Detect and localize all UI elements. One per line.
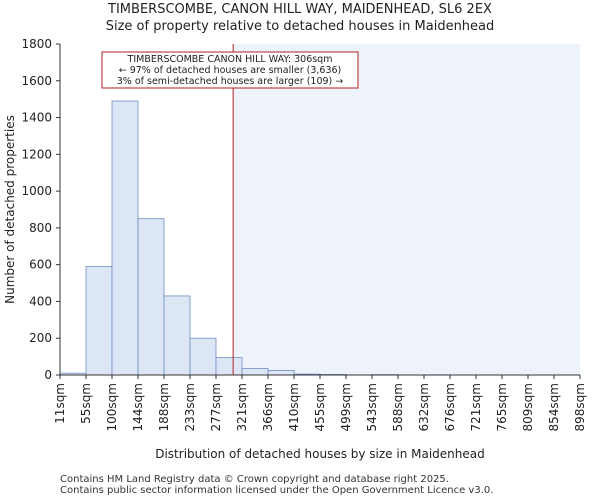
x-tick-label-588sqm: 588sqm (391, 383, 405, 431)
x-tick-label-898sqm: 898sqm (573, 383, 587, 431)
y-tick-label-1400: 1400 (21, 111, 52, 125)
chart-title-line2: Size of property relative to detached ho… (105, 19, 495, 34)
highlight-region (233, 44, 581, 375)
x-tick-label-188sqm: 188sqm (157, 383, 171, 431)
chart-title-line1: TIMBERSCOMBE, CANON HILL WAY, MAIDENHEAD… (108, 2, 492, 17)
bar-188sqm (163, 295, 191, 376)
footer-line2: Contains public sector information licen… (60, 485, 494, 496)
bar-233sqm (189, 337, 217, 376)
y-tick-label-1800: 1800 (21, 37, 52, 51)
bar-55sqm (85, 266, 113, 376)
x-tick-label-809sqm: 809sqm (521, 383, 535, 431)
x-tick-label-410sqm: 410sqm (287, 383, 301, 431)
footer-line1: Contains HM Land Registry data © Crown c… (60, 474, 449, 485)
x-tick-label-455sqm: 455sqm (313, 383, 327, 431)
x-tick-label-854sqm: 854sqm (547, 383, 561, 431)
x-tick-label-321sqm: 321sqm (235, 383, 249, 431)
y-tick-label-1200: 1200 (21, 147, 52, 161)
y-tick-label-400: 400 (29, 294, 52, 308)
x-tick-label-765sqm: 765sqm (495, 383, 509, 431)
bar-366sqm (267, 370, 295, 376)
x-tick-label-721sqm: 721sqm (469, 383, 483, 431)
y-tick-label-1000: 1000 (21, 184, 52, 198)
y-axis-label: Number of detached properties (3, 115, 17, 304)
x-tick-label-11sqm: 11sqm (53, 383, 67, 424)
x-tick-label-632sqm: 632sqm (417, 383, 431, 431)
bar-321sqm (241, 368, 269, 376)
x-tick-label-55sqm: 55sqm (79, 383, 93, 424)
x-tick-label-233sqm: 233sqm (183, 383, 197, 431)
y-tick-label-1600: 1600 (21, 74, 52, 88)
bar-100sqm (111, 100, 139, 376)
y-tick-label-200: 200 (29, 331, 52, 345)
x-axis-label: Distribution of detached houses by size … (155, 447, 485, 461)
x-tick-label-100sqm: 100sqm (105, 383, 119, 431)
x-tick-label-499sqm: 499sqm (339, 383, 353, 431)
bar-277sqm (215, 357, 243, 376)
annotation-box (101, 51, 359, 89)
y-tick-label-0: 0 (44, 368, 52, 382)
x-tick-label-676sqm: 676sqm (443, 383, 457, 431)
y-tick-label-800: 800 (29, 221, 52, 235)
annotation-line-3: 3% of semi-detached houses are larger (1… (117, 76, 344, 87)
bar-144sqm (137, 218, 165, 376)
x-tick-label-144sqm: 144sqm (131, 383, 145, 431)
y-tick-label-600: 600 (29, 258, 52, 272)
annotation-line-1: TIMBERSCOMBE CANON HILL WAY: 306sqm (127, 54, 333, 65)
x-tick-label-543sqm: 543sqm (365, 383, 379, 431)
x-tick-label-366sqm: 366sqm (261, 383, 275, 431)
annotation-line-2: ← 97% of detached houses are smaller (3,… (119, 65, 342, 76)
x-tick-label-277sqm: 277sqm (209, 383, 223, 431)
